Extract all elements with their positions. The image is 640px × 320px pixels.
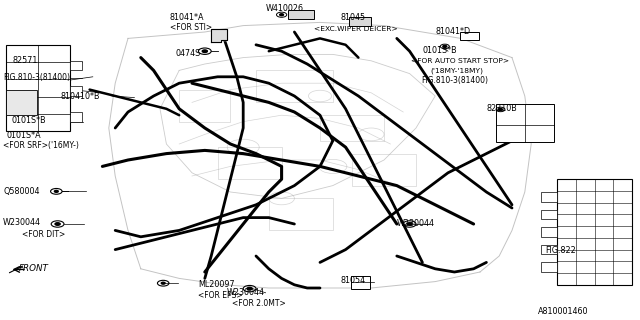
Bar [496, 104, 554, 142]
Bar [352, 154, 416, 186]
Bar [179, 90, 230, 122]
Bar [541, 192, 557, 202]
Text: W410026: W410026 [266, 4, 303, 13]
Circle shape [202, 50, 207, 52]
Bar [349, 17, 371, 26]
Text: FRONT: FRONT [19, 264, 49, 273]
Text: <FOR EPS>: <FOR EPS> [198, 291, 243, 300]
Circle shape [443, 45, 447, 47]
Text: ML20097: ML20097 [198, 280, 235, 289]
Text: 0474S: 0474S [176, 49, 201, 58]
Text: <EXC.WIPER DEICER>: <EXC.WIPER DEICER> [314, 26, 397, 32]
Text: 82210B: 82210B [486, 104, 517, 113]
Bar [541, 245, 557, 254]
Bar [288, 10, 314, 19]
Bar [70, 61, 82, 70]
Text: W230044: W230044 [3, 218, 41, 227]
Text: 82571: 82571 [13, 56, 38, 65]
Text: A810001460: A810001460 [538, 307, 588, 316]
Bar [541, 262, 557, 272]
Text: 81045: 81045 [340, 13, 365, 22]
Text: <FOR AUTO START STOP>: <FOR AUTO START STOP> [411, 58, 509, 64]
Circle shape [247, 287, 252, 290]
Text: FIG.822: FIG.822 [545, 246, 576, 255]
Bar [218, 147, 282, 179]
Circle shape [161, 282, 165, 284]
Circle shape [407, 223, 412, 225]
Text: 81041*A: 81041*A [170, 13, 204, 22]
Text: FIG.810-3(81400): FIG.810-3(81400) [421, 76, 488, 84]
Circle shape [55, 223, 60, 225]
Text: <FOR DIT>: <FOR DIT> [22, 230, 66, 239]
Text: 0101S*B: 0101S*B [12, 116, 46, 124]
Circle shape [280, 14, 284, 16]
Bar [351, 276, 370, 289]
Text: ('18MY-'18MY): ('18MY-'18MY) [430, 67, 483, 74]
Text: 0101S*A: 0101S*A [6, 131, 41, 140]
Bar [6, 45, 70, 131]
Circle shape [499, 108, 502, 110]
Bar [70, 86, 82, 96]
Text: 81054: 81054 [340, 276, 365, 285]
Bar [269, 198, 333, 230]
Bar [256, 70, 333, 102]
Text: <FOR STI>: <FOR STI> [170, 23, 212, 32]
Bar [541, 227, 557, 237]
Bar [320, 115, 384, 141]
Bar [557, 179, 632, 285]
Text: 0101S*B: 0101S*B [422, 46, 457, 55]
Polygon shape [211, 29, 227, 42]
Text: 81041*D: 81041*D [435, 27, 470, 36]
Bar [70, 112, 82, 122]
Text: 810410*B: 810410*B [61, 92, 100, 100]
Text: W230044: W230044 [397, 219, 435, 228]
Bar [6, 90, 37, 115]
Text: Q580004: Q580004 [3, 187, 40, 196]
Circle shape [54, 190, 58, 192]
Text: <FOR SRF>('16MY-): <FOR SRF>('16MY-) [3, 141, 79, 150]
Text: <FOR 2.0MT>: <FOR 2.0MT> [232, 300, 285, 308]
Text: FIG.810-3(81400): FIG.810-3(81400) [3, 73, 70, 82]
Bar [460, 32, 479, 40]
Text: W230044: W230044 [227, 288, 265, 297]
Bar [541, 210, 557, 219]
